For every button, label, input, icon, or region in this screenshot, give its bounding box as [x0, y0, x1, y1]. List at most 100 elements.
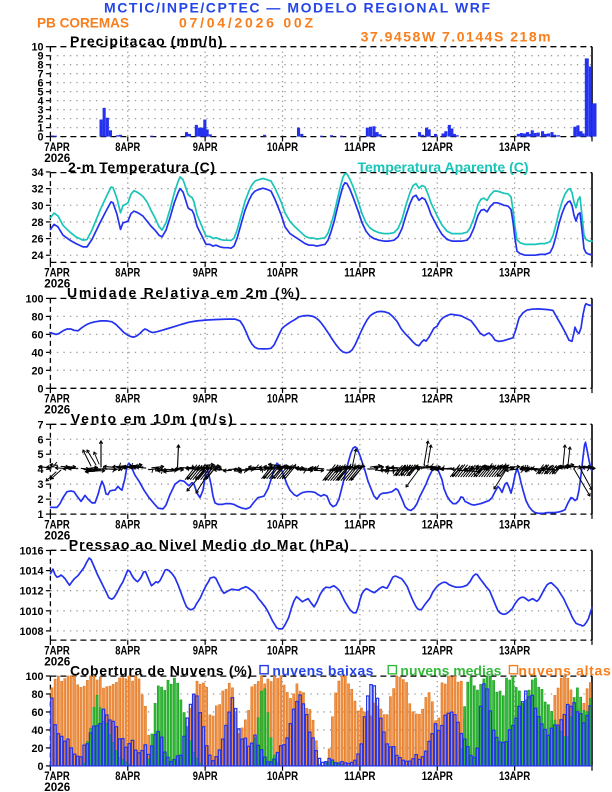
svg-text:7: 7: [37, 69, 43, 81]
svg-text:0: 0: [37, 132, 43, 144]
svg-text:nuvens medias: nuvens medias: [400, 662, 501, 678]
svg-text:7APR: 7APR: [44, 140, 70, 154]
svg-text:8APR: 8APR: [115, 643, 140, 657]
svg-text:12APR: 12APR: [422, 517, 453, 531]
svg-text:13APR: 13APR: [499, 140, 530, 154]
svg-text:11APR: 11APR: [344, 769, 375, 783]
svg-text:9: 9: [37, 51, 43, 63]
svg-text:60: 60: [31, 329, 43, 341]
svg-text:6: 6: [37, 78, 43, 90]
svg-text:10: 10: [31, 42, 43, 54]
svg-text:2-m Temperatura (C): 2-m Temperatura (C): [68, 159, 215, 175]
svg-text:40: 40: [31, 725, 43, 737]
svg-text:12APR: 12APR: [422, 266, 453, 280]
svg-text:PB COREMAS: PB COREMAS: [37, 14, 129, 30]
svg-text:0: 0: [37, 383, 43, 395]
svg-text:07/04/2026 00Z: 07/04/2026 00Z: [179, 14, 313, 30]
svg-text:9APR: 9APR: [193, 140, 218, 154]
svg-text:nuvens altas: nuvens altas: [518, 662, 611, 678]
svg-text:11APR: 11APR: [344, 392, 375, 406]
svg-text:Umidade Relativa em 2m (%): Umidade Relativa em 2m (%): [67, 285, 300, 301]
svg-text:2026: 2026: [44, 151, 70, 165]
svg-text:12APR: 12APR: [422, 140, 453, 154]
svg-text:3: 3: [37, 479, 43, 491]
svg-text:13APR: 13APR: [499, 266, 530, 280]
svg-text:1012: 1012: [19, 586, 43, 598]
svg-text:24: 24: [31, 250, 43, 262]
svg-text:2026: 2026: [44, 528, 70, 542]
svg-text:10APR: 10APR: [267, 266, 298, 280]
svg-text:10APR: 10APR: [267, 392, 298, 406]
svg-text:Pressao ao Nivel Medio do Mar: Pressao ao Nivel Medio do Mar (hPa): [69, 537, 349, 553]
svg-text:26: 26: [31, 234, 43, 246]
svg-text:4: 4: [37, 96, 43, 108]
svg-text:13APR: 13APR: [499, 643, 530, 657]
svg-text:40: 40: [31, 347, 43, 359]
svg-text:20: 20: [31, 743, 43, 755]
svg-text:9APR: 9APR: [193, 266, 218, 280]
svg-text:1014: 1014: [19, 566, 43, 578]
svg-text:Precipitacao (mm/h): Precipitacao (mm/h): [70, 33, 223, 49]
svg-text:7: 7: [37, 419, 43, 431]
svg-text:1: 1: [37, 509, 43, 521]
svg-text:2026: 2026: [44, 277, 70, 291]
svg-text:32: 32: [31, 184, 43, 196]
svg-text:13APR: 13APR: [499, 392, 530, 406]
svg-text:12APR: 12APR: [422, 643, 453, 657]
svg-text:Cobertura de Nuvens (%): Cobertura de Nuvens (%): [70, 662, 252, 678]
svg-text:11APR: 11APR: [344, 140, 375, 154]
svg-text:8: 8: [37, 60, 43, 72]
svg-text:12APR: 12APR: [422, 392, 453, 406]
svg-text:10APR: 10APR: [267, 643, 298, 657]
svg-text:1016: 1016: [19, 546, 43, 558]
svg-text:1008: 1008: [19, 626, 43, 638]
svg-text:9APR: 9APR: [193, 392, 218, 406]
svg-text:80: 80: [31, 311, 43, 323]
svg-text:10APR: 10APR: [267, 517, 298, 531]
svg-text:13APR: 13APR: [499, 769, 530, 783]
svg-text:80: 80: [31, 689, 43, 701]
svg-text:60: 60: [31, 707, 43, 719]
svg-text:12APR: 12APR: [422, 769, 453, 783]
svg-text:11APR: 11APR: [344, 643, 375, 657]
svg-text:34: 34: [31, 167, 43, 179]
svg-text:9APR: 9APR: [193, 769, 218, 783]
svg-text:11APR: 11APR: [344, 266, 375, 280]
svg-text:Temperatura Aparente (C): Temperatura Aparente (C): [358, 159, 529, 175]
svg-text:8APR: 8APR: [115, 769, 140, 783]
svg-text:7APR: 7APR: [44, 769, 70, 783]
svg-text:20: 20: [31, 365, 43, 377]
svg-text:100: 100: [25, 293, 43, 305]
svg-text:2026: 2026: [44, 654, 70, 668]
svg-text:11APR: 11APR: [344, 517, 375, 531]
svg-text:8APR: 8APR: [115, 517, 140, 531]
svg-text:4: 4: [37, 464, 43, 476]
svg-text:2026: 2026: [44, 780, 70, 792]
svg-text:8APR: 8APR: [115, 392, 140, 406]
svg-text:9APR: 9APR: [193, 517, 218, 531]
svg-text:13APR: 13APR: [499, 517, 530, 531]
svg-text:100: 100: [25, 671, 43, 683]
svg-text:0: 0: [37, 761, 43, 773]
svg-text:5: 5: [37, 87, 43, 99]
svg-text:6: 6: [37, 434, 43, 446]
svg-text:5: 5: [37, 449, 43, 461]
svg-text:1: 1: [37, 123, 43, 135]
svg-text:8APR: 8APR: [115, 140, 140, 154]
svg-text:30: 30: [31, 200, 43, 212]
svg-text:3: 3: [37, 105, 43, 117]
svg-text:1010: 1010: [19, 606, 43, 618]
svg-text:2: 2: [37, 114, 43, 126]
svg-text:MCTIC/INPE/CPTEC — MODELO REGI: MCTIC/INPE/CPTEC — MODELO REGIONAL WRF: [104, 0, 490, 16]
svg-text:9APR: 9APR: [193, 643, 218, 657]
svg-text:7APR: 7APR: [44, 517, 70, 531]
svg-text:7APR: 7APR: [44, 392, 70, 406]
svg-text:7APR: 7APR: [44, 643, 70, 657]
svg-text:8APR: 8APR: [115, 266, 140, 280]
svg-text:10APR: 10APR: [267, 769, 298, 783]
svg-text:2026: 2026: [44, 403, 70, 417]
svg-text:10APR: 10APR: [267, 140, 298, 154]
svg-text:2: 2: [37, 494, 43, 506]
svg-text:7APR: 7APR: [44, 266, 70, 280]
svg-text:28: 28: [31, 217, 43, 229]
